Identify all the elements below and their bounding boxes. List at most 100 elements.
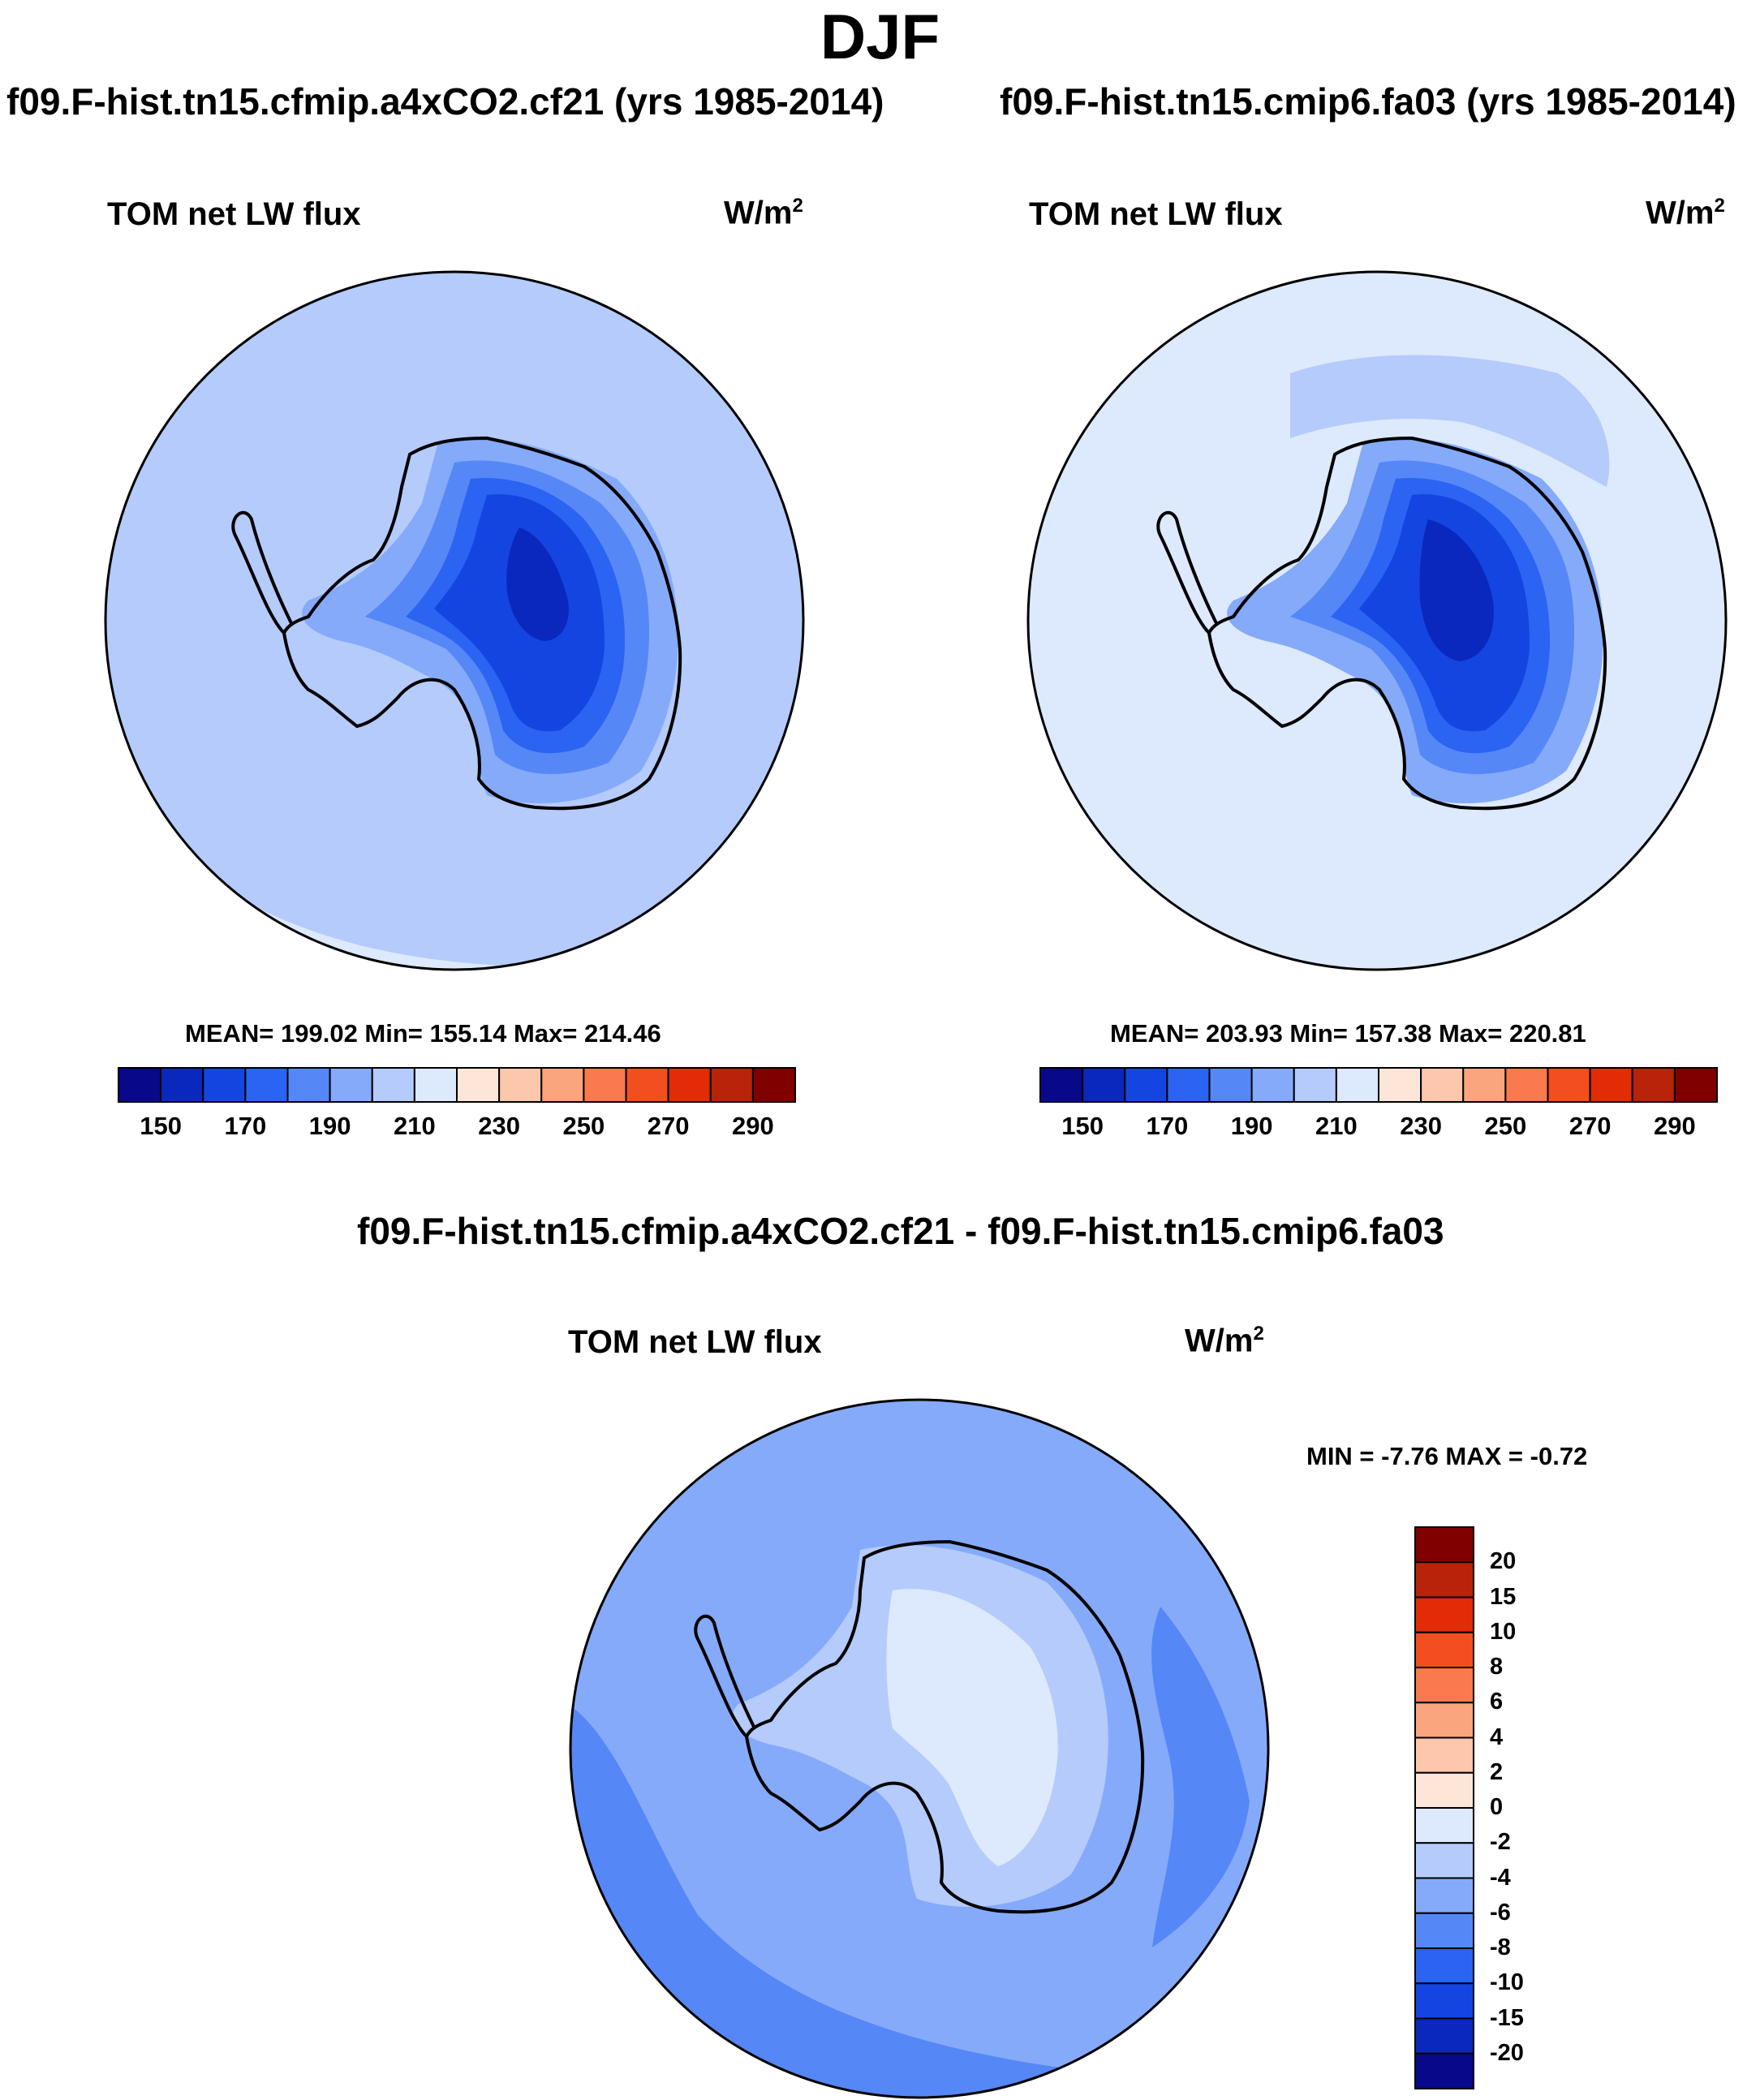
- case-panel-label: TOM net LW flux: [107, 196, 361, 232]
- control-colorbar-swatch: [1250, 1067, 1295, 1103]
- case-colorbar-tick-label: 190: [308, 1112, 351, 1140]
- case-stats: MEAN= 199.02 Min= 155.14 Max= 214.46: [185, 1019, 661, 1048]
- diff-colorbar-tick-label: 6: [1490, 1689, 1504, 1715]
- case-colorbar-swatch: [625, 1067, 669, 1103]
- control-colorbar-swatch: [1589, 1067, 1633, 1103]
- case-colorbar-swatch: [456, 1067, 501, 1103]
- control-panel-label: TOM net LW flux: [1029, 196, 1283, 232]
- diff-colorbar-swatch: [1414, 1702, 1474, 1739]
- control-colorbar-swatch: [1293, 1067, 1337, 1103]
- control-colorbar-tick-label: 250: [1484, 1112, 1527, 1140]
- case-map: [105, 272, 803, 970]
- control-colorbar-swatch: [1166, 1067, 1211, 1103]
- case-colorbar-tick-label: 170: [224, 1112, 267, 1140]
- diff-colorbar-swatch: [1414, 1947, 1474, 1985]
- diff-colorbar-tick-label: -6: [1490, 1899, 1511, 1926]
- case-colorbar-tick-label: 290: [732, 1112, 774, 1140]
- control-stats: MEAN= 203.93 Min= 157.38 Max= 220.81: [1110, 1019, 1586, 1048]
- control-colorbar-tick-label: 290: [1654, 1112, 1696, 1140]
- diff-map: [570, 1400, 1268, 2098]
- case-colorbar-swatch: [244, 1067, 289, 1103]
- case-panel-units: W/m2: [724, 195, 803, 231]
- figure-title: DJF: [820, 1, 940, 72]
- control-title: f09.F-hist.tn15.cmip6.fa03 (yrs 1985-201…: [1000, 80, 1736, 123]
- case-colorbar-swatch: [751, 1067, 796, 1103]
- case-map-border: [104, 270, 805, 971]
- diff-title: f09.F-hist.tn15.cfmip.a4xCO2.cf21 - f09.…: [357, 1210, 1444, 1252]
- case-peninsula: [231, 510, 294, 635]
- control-colorbar-tick-label: 190: [1230, 1112, 1273, 1140]
- case-colorbar-swatch: [413, 1067, 458, 1103]
- diff-colorbar-tick-label: -8: [1490, 1934, 1511, 1960]
- diff-map-border: [569, 1398, 1270, 2099]
- diff-colorbar-swatch: [1414, 1631, 1474, 1668]
- diff-colorbar-swatch: [1414, 1877, 1474, 1914]
- control-colorbar-tick-label: 170: [1146, 1112, 1189, 1140]
- diff-colorbar-tick-label: 15: [1490, 1583, 1517, 1610]
- control-colorbar-swatch: [1462, 1067, 1507, 1103]
- diff-colorbar-swatch: [1414, 1561, 1474, 1599]
- diff-panel-units: W/m2: [1185, 1323, 1264, 1359]
- control-colorbar-swatch: [1378, 1067, 1422, 1103]
- control-colorbar-swatch: [1547, 1067, 1591, 1103]
- control-colorbar-swatch: [1631, 1067, 1676, 1103]
- diff-colorbar-swatch: [1414, 2052, 1474, 2089]
- case-colorbar-tick-label: 270: [647, 1112, 690, 1140]
- case-colorbar-tick-label: 230: [478, 1112, 520, 1140]
- diff-colorbar-tick-label: 2: [1490, 1758, 1504, 1785]
- control-colorbar-swatch: [1673, 1067, 1718, 1103]
- diff-colorbar-tick-label: -4: [1490, 1864, 1511, 1891]
- diff-colorbar-tick-label: -2: [1490, 1829, 1511, 1856]
- diff-colorbar-swatch: [1414, 1807, 1474, 1844]
- control-colorbar-tick-label: 150: [1061, 1112, 1104, 1140]
- case-colorbar-tick-label: 210: [394, 1112, 436, 1140]
- diff-colorbar-tick-label: 4: [1490, 1723, 1504, 1750]
- diff-colorbar-swatch: [1414, 1842, 1474, 1879]
- control-peninsula: [1156, 510, 1219, 635]
- diff-colorbar-swatch: [1414, 1982, 1474, 2020]
- diff-colorbar: [1414, 1526, 1474, 2089]
- case-colorbar-swatch: [286, 1067, 331, 1103]
- diff-colorbar-tick-label: -10: [1490, 1969, 1524, 1996]
- diff-colorbar-tick-label: 8: [1490, 1654, 1504, 1680]
- diff-colorbar-swatch: [1414, 1771, 1474, 1809]
- control-colorbar-tick-label: 230: [1400, 1112, 1442, 1140]
- diff-stats: MIN = -7.76 MAX = -0.72: [1306, 1442, 1588, 1470]
- diff-colorbar-tick-label: -20: [1490, 2039, 1524, 2066]
- control-colorbar-swatch: [1082, 1067, 1126, 1103]
- case-colorbar-tick-label: 150: [140, 1112, 182, 1140]
- diff-colorbar-swatch: [1414, 1667, 1474, 1704]
- case-colorbar-swatch: [118, 1067, 162, 1103]
- diff-colorbar-swatch: [1414, 1526, 1474, 1564]
- control-colorbar-swatch: [1504, 1067, 1549, 1103]
- diff-colorbar-swatch: [1414, 1912, 1474, 1949]
- control-patch-north: [1290, 355, 1610, 487]
- control-colorbar-swatch: [1335, 1067, 1379, 1103]
- control-colorbar-tick-label: 270: [1569, 1112, 1612, 1140]
- diff-colorbar-tick-label: 0: [1490, 1794, 1504, 1820]
- control-colorbar-swatch: [1208, 1067, 1253, 1103]
- diff-colorbar-swatch: [1414, 1596, 1474, 1633]
- case-contour-160: [506, 527, 569, 641]
- case-colorbar-swatch: [202, 1067, 247, 1103]
- control-colorbar-swatch: [1124, 1067, 1168, 1103]
- case-colorbar-swatch: [371, 1067, 415, 1103]
- control-colorbar: [1039, 1067, 1718, 1103]
- case-colorbar: [118, 1067, 796, 1103]
- diff-east-patch: [1151, 1607, 1250, 1947]
- diff-contour-minus2: [886, 1589, 1058, 1866]
- diff-colorbar-tick-label: -15: [1490, 2004, 1524, 2031]
- diff-colorbar-tick-label: 20: [1490, 1548, 1517, 1575]
- control-colorbar-tick-label: 210: [1315, 1112, 1358, 1140]
- diff-colorbar-swatch: [1414, 2017, 1474, 2055]
- case-colorbar-swatch: [583, 1067, 627, 1103]
- case-colorbar-swatch: [329, 1067, 373, 1103]
- diff-colorbar-swatch: [1414, 1736, 1474, 1774]
- diff-colorbar-tick-label: 10: [1490, 1618, 1517, 1645]
- case-colorbar-swatch: [667, 1067, 712, 1103]
- case-colorbar-swatch: [540, 1067, 585, 1103]
- control-colorbar-swatch: [1420, 1067, 1465, 1103]
- case-colorbar-tick-label: 250: [562, 1112, 605, 1140]
- case-title: f09.F-hist.tn15.cfmip.a4xCO2.cf21 (yrs 1…: [6, 80, 884, 123]
